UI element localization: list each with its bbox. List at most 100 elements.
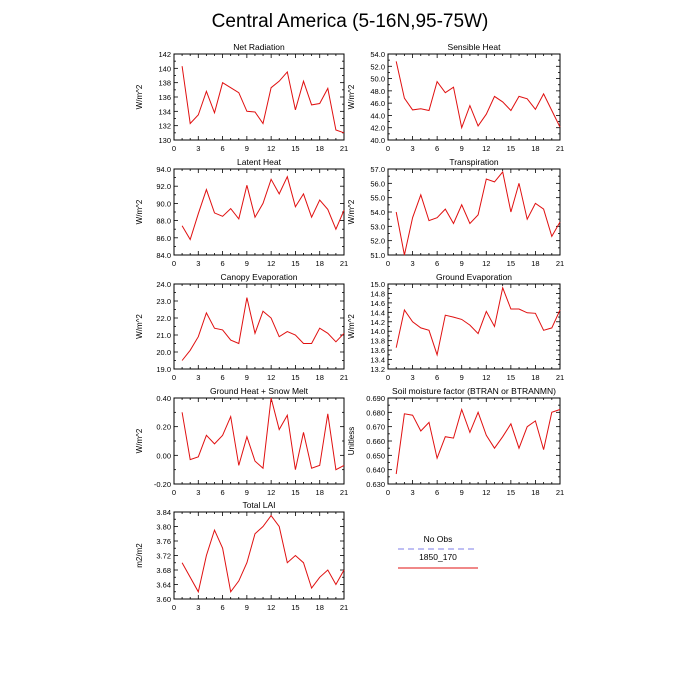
x-tick-label: 18 (316, 259, 324, 268)
data-point (477, 214, 478, 215)
x-tick-label: 12 (482, 488, 490, 497)
plot-frame (387, 283, 561, 370)
data-point (206, 435, 207, 436)
y-tick-label: 14.2 (370, 318, 385, 327)
data-point (486, 435, 487, 436)
x-tick-label: 18 (531, 488, 539, 497)
y-tick-label: 14.8 (370, 289, 385, 298)
data-point (502, 171, 503, 172)
data-point (303, 81, 304, 82)
x-tick-label: 3 (410, 373, 414, 382)
data-point (510, 211, 511, 212)
series-line-1850-170 (181, 514, 345, 594)
data-point (303, 562, 304, 563)
series-line-1850-170 (181, 397, 345, 471)
x-tick-label: 18 (316, 373, 324, 382)
data-point (461, 127, 462, 128)
y-tick-label: 54.0 (370, 50, 385, 59)
data-point (396, 61, 397, 62)
data-point (311, 217, 312, 218)
series-line-1850-170 (181, 66, 345, 134)
data-point (295, 109, 296, 110)
y-tick-label: 22.0 (156, 314, 171, 323)
data-point (319, 465, 320, 466)
data-point (230, 208, 231, 209)
panel-title: Ground Heat + Snow Melt (210, 386, 309, 396)
x-tick-label: 15 (291, 259, 299, 268)
data-point (535, 109, 536, 110)
data-point (303, 432, 304, 433)
y-tick-label: 92.0 (156, 182, 171, 191)
series-line-1850-170 (181, 297, 345, 361)
x-tick-label: 12 (482, 144, 490, 153)
y-tick-label: 55.0 (370, 194, 385, 203)
data-point (238, 92, 239, 93)
y-tick-label: 84.0 (156, 251, 171, 260)
data-point (254, 333, 255, 334)
data-point (238, 465, 239, 466)
data-point (343, 333, 344, 334)
data-point (319, 199, 320, 200)
y-tick-label: 13.2 (370, 365, 385, 374)
data-point (551, 327, 552, 328)
y-tick-label: 44.0 (370, 111, 385, 120)
data-point (343, 465, 344, 466)
y-tick-label: 42.0 (370, 124, 385, 133)
data-point (262, 123, 263, 124)
plot-frame (387, 168, 561, 256)
y-tick-label: 21.0 (156, 331, 171, 340)
data-point (559, 409, 560, 410)
data-point (535, 203, 536, 204)
data-point (412, 217, 413, 218)
data-point (279, 81, 280, 82)
x-tick-label: 0 (172, 259, 176, 268)
y-axis-label: W/m^2 (347, 199, 356, 224)
panel-title: Net Radiation (233, 42, 285, 52)
y-tick-label: 52.0 (370, 62, 385, 71)
data-point (477, 412, 478, 413)
x-tick-label: 12 (482, 373, 490, 382)
data-point (527, 98, 528, 99)
x-tick-label: 9 (245, 259, 249, 268)
x-tick-label: 9 (460, 259, 464, 268)
x-tick-label: 15 (291, 373, 299, 382)
y-tick-label: 138 (158, 79, 171, 88)
data-point (254, 217, 255, 218)
x-tick-label: 15 (507, 488, 515, 497)
data-point (551, 412, 552, 413)
y-tick-label: 56.0 (370, 179, 385, 188)
y-axis-label: W/m^2 (135, 84, 144, 109)
data-point (190, 459, 191, 460)
data-point (198, 213, 199, 214)
data-point (287, 176, 288, 177)
y-tick-label: 3.64 (156, 581, 171, 590)
y-tick-label: 24.0 (156, 280, 171, 289)
data-point (230, 340, 231, 341)
data-point (404, 98, 405, 99)
x-tick-label: 0 (386, 259, 390, 268)
plot-frame (173, 168, 345, 256)
data-point (335, 584, 336, 585)
data-point (420, 108, 421, 109)
x-tick-label: 12 (267, 488, 275, 497)
y-tick-label: 3.60 (156, 595, 171, 604)
x-tick-label: 9 (460, 488, 464, 497)
data-point (510, 423, 511, 424)
x-tick-label: 9 (245, 603, 249, 612)
panel-ground-heat-snow-melt: 0 3 6 9 12 15 18 21 -0.20 0.00 0.20 0.40 Ground Heat… (135, 386, 348, 497)
y-tick-label: 3.72 (156, 552, 171, 561)
data-point (502, 101, 503, 102)
data-point (477, 333, 478, 334)
data-point (262, 526, 263, 527)
plot-frame (173, 283, 345, 370)
x-tick-label: 3 (410, 488, 414, 497)
data-point (420, 430, 421, 431)
data-point (181, 360, 182, 361)
data-point (319, 103, 320, 104)
legend-label-no-obs: No Obs (424, 534, 453, 544)
data-point (437, 354, 438, 355)
data-point (295, 334, 296, 335)
data-point (494, 448, 495, 449)
data-point (494, 96, 495, 97)
y-tick-label: 142 (158, 50, 171, 59)
